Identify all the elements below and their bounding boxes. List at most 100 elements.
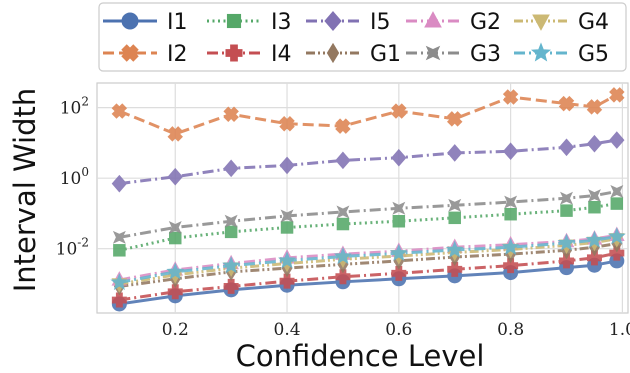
data-point (445, 240, 464, 258)
y-axis-label: Interval Width (8, 88, 42, 293)
legend-label: G2 (470, 10, 501, 35)
data-point (222, 256, 241, 274)
data-point (504, 207, 517, 221)
x-tick-label: 0.2 (162, 320, 189, 340)
data-point (586, 134, 603, 153)
legend-item-I5: I5 (306, 10, 391, 35)
legend-marker (532, 14, 550, 31)
data-point (280, 209, 294, 223)
legend-item-I3: I3 (207, 10, 292, 35)
legend-marker (326, 42, 340, 64)
legend-marker (226, 13, 242, 29)
data-point (168, 220, 182, 234)
y-tick-label: 102 (60, 95, 89, 119)
data-point (585, 230, 604, 248)
legend-label: G1 (370, 42, 401, 67)
x-tick-label: 0.6 (385, 320, 412, 340)
legend-label: I1 (167, 10, 188, 35)
data-point (609, 131, 625, 149)
data-point (391, 148, 407, 167)
data-point (223, 159, 239, 178)
data-point (223, 106, 239, 122)
data-point (111, 174, 128, 193)
legend-item-G1: G1 (306, 42, 401, 67)
data-point (169, 231, 182, 245)
data-point (502, 89, 519, 105)
data-point (392, 215, 406, 228)
legend-item-I2: I2 (103, 42, 188, 67)
data-point (609, 87, 625, 103)
series-I3 (113, 197, 624, 257)
data-point (111, 103, 128, 119)
data-point (335, 118, 351, 134)
x-tick-label: 1.0 (609, 320, 630, 340)
legend-label: I5 (370, 10, 391, 35)
data-point (559, 253, 575, 269)
legend-marker (324, 11, 342, 31)
data-point (588, 189, 601, 203)
x-tick-label: 0.4 (274, 320, 301, 340)
series-I5 (111, 131, 625, 193)
data-point (111, 292, 127, 308)
y-tick-label: 10-2 (56, 236, 89, 260)
data-point (113, 244, 126, 257)
data-point (279, 273, 295, 289)
data-point (336, 205, 350, 219)
legend-item-G2: G2 (406, 10, 501, 35)
data-point (610, 184, 624, 198)
legend-label: I3 (271, 10, 292, 35)
legend-item-G5: G5 (514, 42, 609, 67)
legend-label: G5 (578, 42, 609, 67)
legend-label: G4 (578, 10, 609, 35)
series-line (119, 242, 618, 288)
data-point (391, 265, 407, 281)
data-point (502, 142, 519, 161)
data-point (504, 195, 518, 209)
data-point (167, 167, 183, 186)
data-point (586, 99, 603, 115)
data-point (167, 284, 183, 300)
data-point (279, 156, 295, 175)
data-point (586, 250, 602, 266)
legend-item-G4: G4 (514, 10, 609, 35)
data-point (609, 245, 625, 261)
data-point (447, 261, 463, 277)
data-point (336, 217, 350, 231)
data-point (560, 204, 573, 217)
data-point (501, 237, 520, 255)
data-point (224, 225, 238, 239)
data-point (224, 214, 238, 228)
data-point (446, 111, 463, 127)
data-point (503, 258, 519, 274)
data-point (448, 211, 461, 225)
series-G3 (112, 184, 624, 244)
data-point (558, 95, 575, 112)
legend-marker (425, 45, 441, 61)
legend: I1 I2 I3 I4 I5 G1 G2 G3 G4 G5 (98, 2, 627, 72)
data-point (588, 200, 601, 214)
data-point (391, 103, 407, 119)
data-point (558, 138, 575, 157)
data-point (447, 144, 463, 162)
legend-label: G3 (470, 42, 501, 67)
data-point (560, 191, 573, 205)
legend-marker (530, 42, 552, 62)
x-axis-label: Confidence Level (236, 339, 485, 373)
data-point (280, 221, 294, 234)
legend-marker (121, 44, 139, 62)
data-point (610, 197, 624, 210)
data-point (335, 151, 351, 170)
series-I2 (111, 87, 625, 142)
data-point (335, 269, 351, 285)
data-point (392, 201, 406, 215)
data-point (110, 273, 129, 291)
legend-item-I1: I1 (103, 10, 188, 35)
series-G5 (110, 227, 626, 291)
data-point (278, 251, 296, 269)
series-I4 (111, 245, 625, 308)
legend-marker (225, 44, 243, 62)
legend-item-I4: I4 (207, 42, 292, 67)
plot-area: 0.2 0.4 0.6 0.8 1.0 10-2 100 102 (56, 82, 630, 340)
data-point (166, 262, 185, 280)
